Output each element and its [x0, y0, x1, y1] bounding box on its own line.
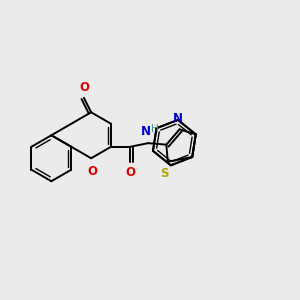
Text: H: H — [151, 124, 158, 134]
Text: O: O — [88, 165, 98, 178]
Text: S: S — [160, 167, 169, 180]
Text: N: N — [141, 125, 151, 138]
Text: O: O — [79, 81, 89, 94]
Text: N: N — [173, 112, 183, 125]
Text: O: O — [125, 167, 135, 179]
